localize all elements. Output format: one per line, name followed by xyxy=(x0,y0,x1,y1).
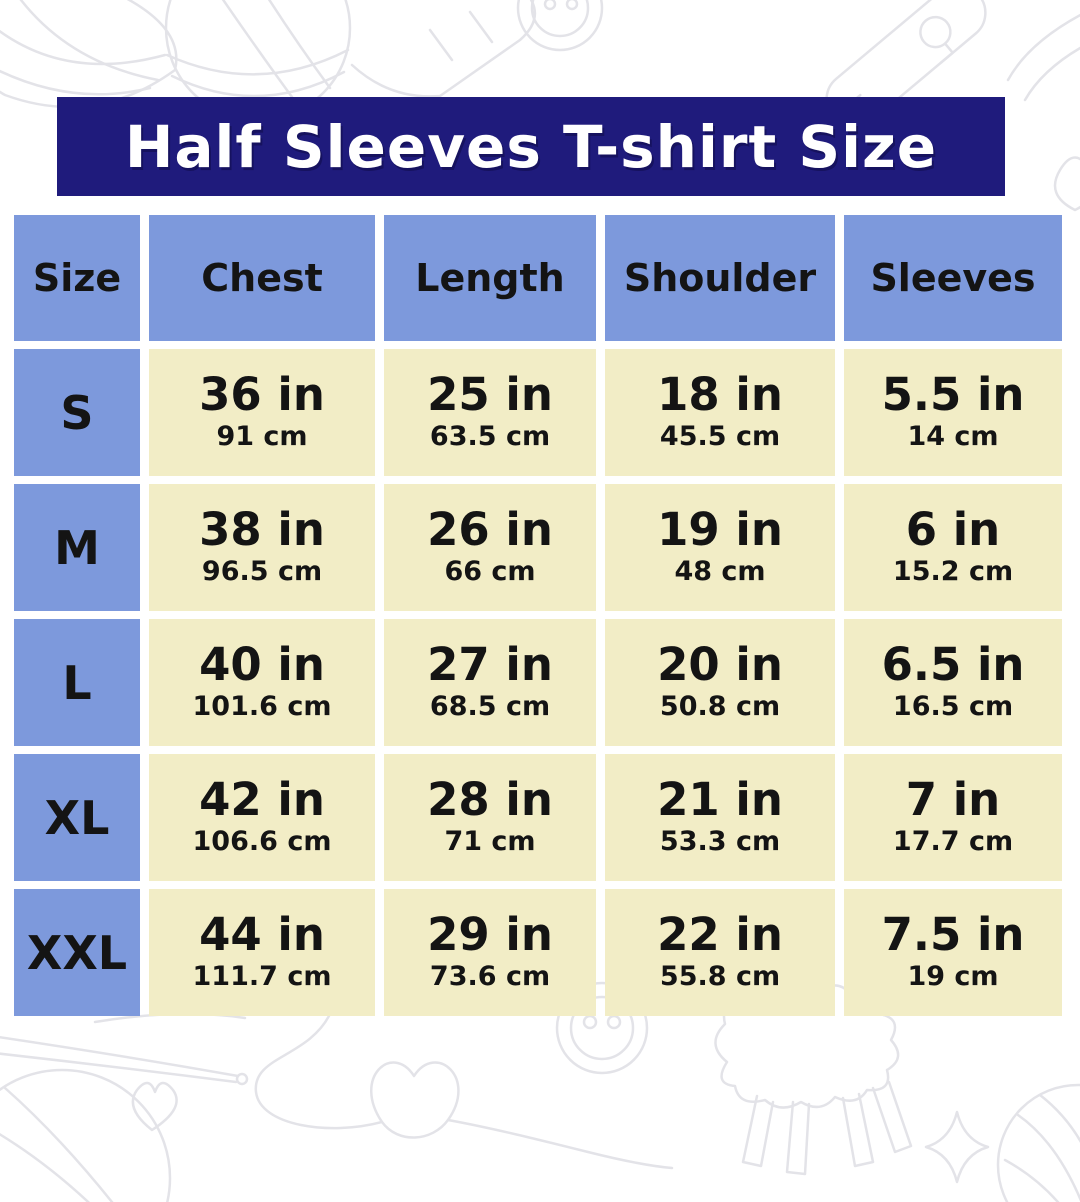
column-header-label: Sleeves xyxy=(870,256,1036,300)
measurement-cell-xl-chest: 42 in 106.6 cm xyxy=(149,754,375,881)
yarn-ball-icon xyxy=(996,1083,1080,1202)
measurement-cell-xl-shoulder: 21 in 53.3 cm xyxy=(605,754,835,881)
measurement-cell-xl-sleeves: 7 in 17.7 cm xyxy=(844,754,1062,881)
size-label: L xyxy=(62,655,92,710)
size-row-label-s: S xyxy=(14,349,140,476)
column-header-label: Chest xyxy=(201,256,323,300)
inches-value: 36 in xyxy=(199,368,325,422)
centimeters-value: 91 cm xyxy=(216,421,308,453)
centimeters-value: 14 cm xyxy=(907,421,999,453)
centimeters-value: 63.5 cm xyxy=(429,421,551,453)
inches-value: 40 in xyxy=(199,638,325,692)
crochet-hook-icon xyxy=(1006,13,1080,212)
measurement-cell-l-shoulder: 20 in 50.8 cm xyxy=(605,619,835,746)
centimeters-value: 15.2 cm xyxy=(892,556,1014,588)
column-header-label: Size xyxy=(32,256,122,300)
column-header-shoulder: Shoulder xyxy=(605,215,835,341)
size-row-label-xxl: XXL xyxy=(14,889,140,1016)
heart-icon xyxy=(131,1081,178,1132)
column-header-label: Length xyxy=(415,256,565,300)
centimeters-value: 71 cm xyxy=(444,826,536,858)
inches-value: 6.5 in xyxy=(881,638,1025,692)
inches-value: 21 in xyxy=(657,773,783,827)
column-header-length: Length xyxy=(384,215,596,341)
inches-value: 5.5 in xyxy=(881,368,1025,422)
measurement-cell-s-chest: 36 in 91 cm xyxy=(149,349,375,476)
measurement-cell-m-sleeves: 6 in 15.2 cm xyxy=(844,484,1062,611)
yarn-ball-icon xyxy=(0,0,178,109)
centimeters-value: 111.7 cm xyxy=(192,961,332,993)
inches-value: 6 in xyxy=(905,503,1001,557)
inches-value: 28 in xyxy=(427,773,553,827)
size-row-label-xl: XL xyxy=(14,754,140,881)
centimeters-value: 96.5 cm xyxy=(201,556,323,588)
size-row-label-l: L xyxy=(14,619,140,746)
centimeters-value: 19 cm xyxy=(907,961,999,993)
centimeters-value: 17.7 cm xyxy=(892,826,1014,858)
inches-value: 29 in xyxy=(427,908,553,962)
size-label: M xyxy=(54,520,100,575)
size-label: XXL xyxy=(26,925,128,980)
inches-value: 26 in xyxy=(427,503,553,557)
measurement-cell-m-shoulder: 19 in 48 cm xyxy=(605,484,835,611)
column-header-sleeves: Sleeves xyxy=(844,215,1062,341)
size-table: Size Chest Length Shoulder Sleeves S 36 in 91 c… xyxy=(14,215,1062,1016)
centimeters-value: 106.6 cm xyxy=(192,826,332,858)
inches-value: 27 in xyxy=(427,638,553,692)
crochet-hook-icon xyxy=(350,0,537,98)
page-title: Half Sleeves T-shirt Size xyxy=(124,112,938,181)
inches-value: 7.5 in xyxy=(881,908,1025,962)
measurement-cell-s-shoulder: 18 in 45.5 cm xyxy=(605,349,835,476)
title-banner: Half Sleeves T-shirt Size xyxy=(57,97,1005,196)
centimeters-value: 66 cm xyxy=(444,556,536,588)
centimeters-value: 101.6 cm xyxy=(192,691,332,723)
inches-value: 22 in xyxy=(657,908,783,962)
measurement-cell-xxl-length: 29 in 73.6 cm xyxy=(384,889,596,1016)
centimeters-value: 55.8 cm xyxy=(659,961,781,993)
measurement-cell-l-length: 27 in 68.5 cm xyxy=(384,619,596,746)
measurement-cell-xxl-chest: 44 in 111.7 cm xyxy=(149,889,375,1016)
measurement-cell-xl-length: 28 in 71 cm xyxy=(384,754,596,881)
centimeters-value: 53.3 cm xyxy=(659,826,781,858)
size-row-label-m: M xyxy=(14,484,140,611)
size-label: S xyxy=(60,385,94,440)
centimeters-value: 73.6 cm xyxy=(429,961,551,993)
inches-value: 20 in xyxy=(657,638,783,692)
centimeters-value: 48 cm xyxy=(674,556,766,588)
measurement-cell-m-length: 26 in 66 cm xyxy=(384,484,596,611)
button-icon xyxy=(516,0,604,52)
measurement-cell-xxl-sleeves: 7.5 in 19 cm xyxy=(844,889,1062,1016)
inches-value: 42 in xyxy=(199,773,325,827)
inches-value: 18 in xyxy=(657,368,783,422)
centimeters-value: 50.8 cm xyxy=(659,691,781,723)
centimeters-value: 45.5 cm xyxy=(659,421,781,453)
yarn-ball-icon xyxy=(0,1068,172,1202)
sparkle-icon xyxy=(924,1110,990,1184)
inches-value: 38 in xyxy=(199,503,325,557)
centimeters-value: 68.5 cm xyxy=(429,691,551,723)
inches-value: 19 in xyxy=(657,503,783,557)
yarn-thread-heart-icon xyxy=(254,1012,674,1170)
column-header-label: Shoulder xyxy=(623,256,817,300)
inches-value: 25 in xyxy=(427,368,553,422)
size-label: XL xyxy=(44,790,110,845)
button-icon xyxy=(555,981,649,1075)
measurement-cell-l-sleeves: 6.5 in 16.5 cm xyxy=(844,619,1062,746)
centimeters-value: 16.5 cm xyxy=(892,691,1014,723)
measurement-cell-l-chest: 40 in 101.6 cm xyxy=(149,619,375,746)
column-header-size: Size xyxy=(14,215,140,341)
inches-value: 44 in xyxy=(199,908,325,962)
measurement-cell-s-length: 25 in 63.5 cm xyxy=(384,349,596,476)
measurement-cell-xxl-shoulder: 22 in 55.8 cm xyxy=(605,889,835,1016)
measurement-cell-s-sleeves: 5.5 in 14 cm xyxy=(844,349,1062,476)
measurement-cell-m-chest: 38 in 96.5 cm xyxy=(149,484,375,611)
column-header-chest: Chest xyxy=(149,215,375,341)
inches-value: 7 in xyxy=(905,773,1001,827)
